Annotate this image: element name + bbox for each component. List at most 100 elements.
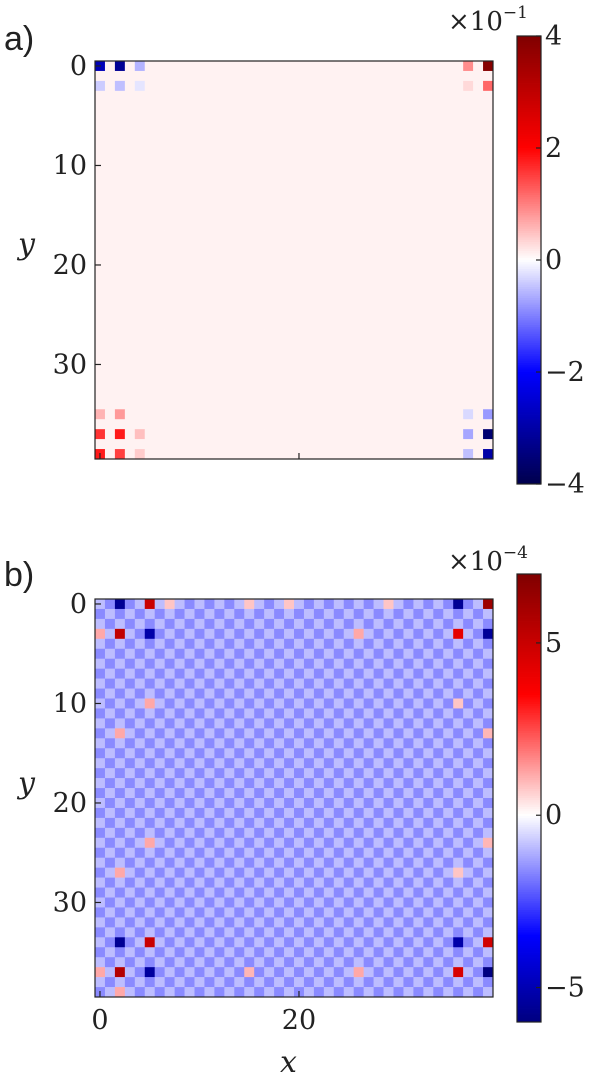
heatmap-cell [463, 110, 474, 121]
heatmap-cell [333, 90, 345, 102]
heatmap-cell [383, 100, 394, 112]
colorbar-band [517, 201, 541, 205]
colorbar-band [517, 757, 541, 761]
colorbar-band [517, 627, 541, 631]
heatmap-cell [134, 887, 146, 898]
colorbar-tick-label: −4 [545, 469, 585, 500]
heatmap-cell [194, 907, 205, 918]
heatmap-cell [254, 688, 265, 699]
heatmap-cell [353, 947, 364, 958]
heatmap-cell [244, 947, 255, 958]
heatmap-cell [194, 688, 205, 699]
colorbar-band [517, 338, 541, 342]
heatmap-cell [114, 887, 126, 898]
heatmap-cell [95, 409, 106, 420]
colorbar-band [517, 197, 541, 200]
heatmap-cell [333, 977, 345, 988]
heatmap-cell [443, 260, 454, 271]
heatmap-cell [234, 917, 245, 928]
heatmap-cell [264, 289, 275, 301]
heatmap-cell [473, 349, 484, 360]
heatmap-cell [154, 967, 165, 978]
heatmap-cell [463, 210, 474, 221]
heatmap-cell [363, 100, 374, 112]
colorbar-band [517, 324, 541, 328]
heatmap-cell [373, 718, 384, 729]
heatmap-cell [343, 110, 354, 121]
heatmap-cell [95, 778, 106, 789]
heatmap-cell [95, 279, 106, 291]
heatmap-cell [403, 678, 414, 689]
heatmap-cell [154, 210, 165, 221]
heatmap-cell [264, 240, 275, 251]
colorbar-band [517, 416, 541, 420]
heatmap-cell [284, 409, 295, 420]
heatmap-cell [224, 658, 235, 669]
heatmap-cell [224, 61, 235, 72]
heatmap-cell [234, 439, 245, 450]
heatmap-cell [234, 847, 245, 858]
colorbar-band [517, 309, 541, 312]
heatmap-cell [463, 170, 474, 181]
heatmap-cell [473, 100, 484, 112]
heatmap-cell [264, 678, 275, 689]
colorbar-band [517, 94, 541, 97]
heatmap-cell [214, 339, 225, 350]
heatmap-cell [264, 150, 275, 161]
heatmap-cell [373, 439, 384, 450]
heatmap-cell [353, 180, 364, 191]
heatmap-cell [393, 688, 404, 699]
heatmap-cell [423, 260, 434, 271]
heatmap-cell [234, 409, 245, 420]
colorbar-band [517, 385, 541, 389]
heatmap-cell [254, 937, 265, 948]
heatmap-cell [95, 210, 106, 221]
heatmap-cell [274, 907, 285, 918]
heatmap-cell [204, 100, 215, 112]
heatmap-cell [104, 658, 116, 669]
heatmap-cell [95, 389, 106, 400]
heatmap-cell [244, 788, 255, 799]
heatmap-cell [403, 180, 414, 191]
colorbar-band [517, 759, 541, 763]
heatmap-cell [124, 180, 136, 191]
heatmap-cell [184, 240, 195, 251]
heatmap-cell [423, 728, 434, 739]
heatmap-cell [95, 180, 106, 191]
heatmap-cell [234, 389, 245, 400]
heatmap-cell [154, 160, 165, 171]
heatmap-cell [234, 648, 245, 659]
heatmap-cell [363, 140, 374, 151]
heatmap-cell [423, 180, 434, 191]
colorbar-band [517, 49, 541, 53]
heatmap-cell [104, 837, 116, 849]
heatmap-cell [114, 369, 126, 380]
y-tick-label: 30 [53, 887, 87, 918]
heatmap-cell [463, 339, 474, 350]
heatmap-cell [254, 857, 265, 868]
heatmap-cell [144, 180, 155, 191]
heatmap-cell [284, 349, 295, 360]
heatmap-cell [134, 897, 146, 908]
heatmap-cell [333, 957, 345, 968]
heatmap-cell [343, 449, 354, 460]
heatmap-cell [194, 648, 205, 659]
heatmap-cell [473, 359, 484, 370]
heatmap-cell [463, 608, 474, 620]
colorbar-band [517, 116, 541, 120]
heatmap-cell [224, 628, 235, 640]
heatmap-cell [423, 399, 434, 410]
heatmap-cell [413, 299, 424, 311]
heatmap-cell [194, 379, 205, 390]
heatmap-cell [373, 798, 384, 809]
heatmap-cell [294, 399, 305, 410]
heatmap-cell [473, 967, 484, 978]
heatmap-cell [323, 897, 335, 908]
heatmap-cell [144, 937, 155, 948]
heatmap-cell [423, 817, 434, 829]
heatmap-cell [423, 120, 434, 131]
heatmap-cell [274, 260, 285, 271]
heatmap-cell [234, 718, 245, 729]
heatmap-cell [234, 728, 245, 739]
heatmap-cell [443, 897, 454, 908]
